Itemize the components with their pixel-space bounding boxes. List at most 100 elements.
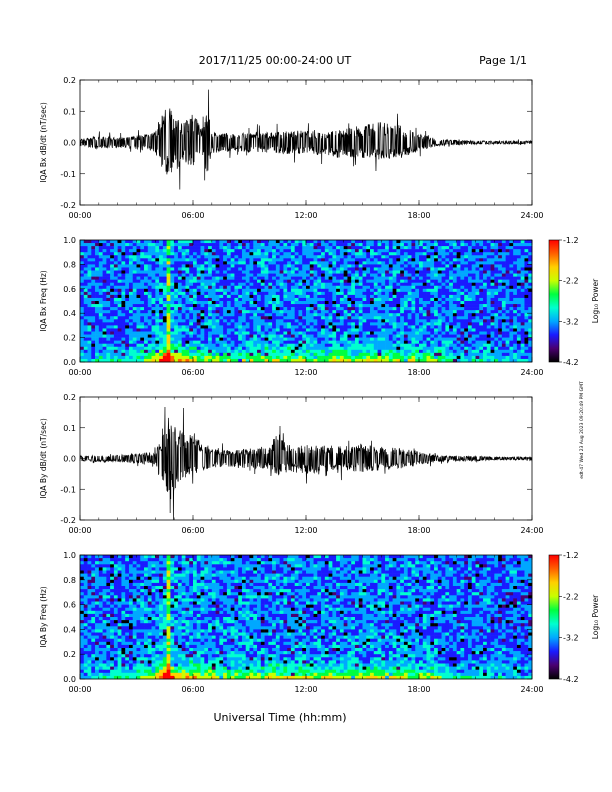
spectrogram-cell	[91, 310, 96, 314]
spectrogram-cell	[381, 297, 386, 302]
spectrogram-cell	[260, 282, 265, 287]
spectrogram-cell	[177, 243, 182, 247]
spectrogram-cell	[290, 313, 295, 317]
spectrogram-cell	[95, 279, 100, 283]
spectrogram-cell	[166, 264, 171, 268]
spectrogram-cell	[102, 255, 107, 259]
spectrogram-cell	[471, 349, 476, 354]
spectrogram-cell	[490, 340, 495, 344]
spectrogram-cell	[257, 276, 262, 280]
spectrogram-cell	[177, 270, 182, 274]
spectrogram-cell	[290, 301, 295, 305]
spectrogram-cell	[494, 328, 499, 332]
spectrogram-cell	[136, 276, 141, 280]
spectrogram-cell	[392, 276, 397, 280]
spectrogram-cell	[223, 319, 228, 323]
spectrogram-cell	[106, 346, 111, 351]
spectrogram-cell	[388, 255, 393, 259]
spectrogram-cell	[95, 352, 100, 357]
spectrogram-cell	[159, 337, 164, 341]
spectrogram-cell	[501, 352, 506, 357]
spectrogram-cell	[80, 258, 85, 262]
spectrogram-cell	[264, 273, 269, 277]
spectrogram-cell	[245, 252, 250, 256]
spectrogram-cell	[347, 322, 352, 326]
spectrogram-cell	[498, 255, 503, 259]
spectrogram-cell	[257, 334, 262, 338]
spectrogram-cell	[294, 243, 299, 247]
spectrogram-cell	[505, 297, 510, 302]
spectrogram-cell	[392, 358, 397, 363]
spectrogram-cell	[467, 310, 473, 314]
spectrogram-cell	[249, 331, 254, 335]
spectrogram-cell	[501, 304, 506, 308]
spectrogram-cell	[193, 249, 198, 253]
spectrogram-cell	[200, 246, 205, 250]
spectrogram-cell	[196, 331, 201, 335]
spectrogram-cell	[257, 291, 262, 296]
spectrogram-cell	[422, 267, 427, 271]
spectrogram-cell	[373, 316, 378, 320]
spectrogram-cell	[144, 291, 149, 296]
spectrogram-cell	[422, 258, 427, 262]
spectrogram-cell	[219, 316, 224, 320]
spectrogram-cell	[226, 255, 231, 259]
spectrogram-cell	[257, 297, 262, 302]
spectrogram-cell	[223, 322, 228, 326]
spectrogram-cell	[140, 337, 145, 341]
spectrogram-cell	[370, 255, 375, 259]
spectrogram-cell	[351, 352, 356, 357]
spectrogram-cell	[136, 349, 141, 354]
spectrogram-cell	[343, 252, 348, 256]
spectrogram-cell	[407, 276, 412, 280]
spectrogram-cell	[516, 240, 521, 244]
spectrogram-cell	[174, 240, 179, 244]
spectrogram-cell	[516, 316, 521, 320]
spectrogram-cell	[370, 319, 375, 323]
spectrogram-cell	[377, 261, 382, 265]
spectrogram-cell	[479, 322, 484, 326]
spectrogram-cell	[343, 325, 348, 329]
spectrogram-cell	[155, 249, 160, 253]
spectrogram-cell	[351, 258, 356, 262]
spectrogram-cell	[136, 255, 141, 259]
spectrogram-cell	[189, 346, 194, 351]
spectrogram-cell	[411, 249, 416, 253]
spectrogram-cell	[241, 288, 247, 293]
spectrogram-cell	[155, 319, 160, 323]
spectrogram-cell	[87, 316, 92, 320]
spectrogram-cell	[313, 343, 318, 348]
spectrogram-cell	[302, 282, 307, 287]
spectrogram-cell	[91, 261, 96, 265]
spectrogram-cell	[452, 258, 457, 262]
spectrogram-cell	[339, 313, 344, 317]
spectrogram-cell	[354, 279, 360, 283]
spectrogram-cell	[279, 297, 284, 302]
spectrogram-cell	[102, 273, 107, 277]
spectrogram-cell	[501, 325, 506, 329]
spectrogram-cell	[336, 294, 341, 299]
spectrogram-cell	[441, 343, 446, 348]
spectrogram-cell	[351, 252, 356, 256]
spectrogram-cell	[91, 301, 96, 305]
spectrogram-cell	[287, 297, 292, 302]
spectrogram-cell	[328, 301, 333, 305]
spectrogram-cell	[422, 270, 427, 274]
spectrogram-cell	[449, 340, 454, 344]
spectrogram-cell	[441, 261, 446, 265]
spectrogram-cell	[185, 246, 190, 250]
spectrogram-cell	[460, 270, 465, 274]
spectrogram-cell	[490, 246, 495, 250]
spectrogram-cell	[381, 343, 386, 348]
spectrogram-cell	[241, 273, 247, 277]
spectrogram-cell	[275, 358, 280, 363]
spectrogram-cell	[241, 355, 247, 360]
spectrogram-cell	[151, 313, 156, 317]
spectrogram-cell	[362, 358, 367, 363]
spectrogram-cell	[403, 346, 408, 351]
spectrogram-cell	[128, 337, 134, 341]
spectrogram-cell	[452, 255, 457, 259]
spectrogram-cell	[392, 282, 397, 287]
spectrogram-cell	[313, 270, 318, 274]
spectrogram-cell	[155, 264, 160, 268]
